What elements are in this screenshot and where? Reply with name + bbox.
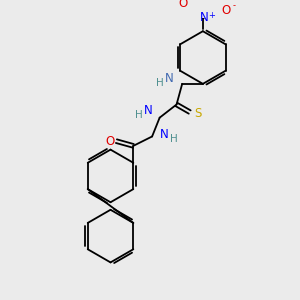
Text: S: S bbox=[194, 107, 202, 120]
Text: +: + bbox=[208, 11, 215, 20]
Text: H: H bbox=[135, 110, 143, 120]
Text: O: O bbox=[222, 4, 231, 17]
Text: O: O bbox=[178, 0, 188, 11]
Text: N: N bbox=[200, 11, 208, 24]
Text: N: N bbox=[165, 72, 173, 85]
Text: H: H bbox=[170, 134, 178, 144]
Text: N: N bbox=[160, 128, 169, 141]
Text: N: N bbox=[144, 104, 153, 117]
Text: -: - bbox=[232, 1, 236, 10]
Text: O: O bbox=[105, 135, 114, 148]
Text: H: H bbox=[156, 78, 164, 88]
